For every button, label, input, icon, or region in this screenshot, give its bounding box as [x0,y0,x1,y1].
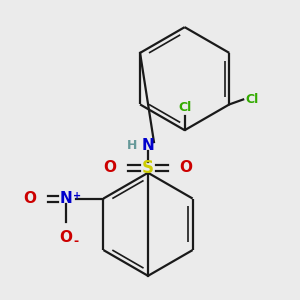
Text: +: + [73,190,81,201]
Text: O: O [23,191,36,206]
Text: O: O [59,230,72,245]
Text: -: - [74,235,79,248]
Text: Cl: Cl [178,101,191,114]
Text: O: O [180,160,193,175]
Text: O: O [103,160,116,175]
Text: N: N [142,137,154,152]
Text: Cl: Cl [245,93,258,106]
Text: N: N [59,191,72,206]
Text: S: S [142,159,154,177]
Text: H: H [127,139,137,152]
